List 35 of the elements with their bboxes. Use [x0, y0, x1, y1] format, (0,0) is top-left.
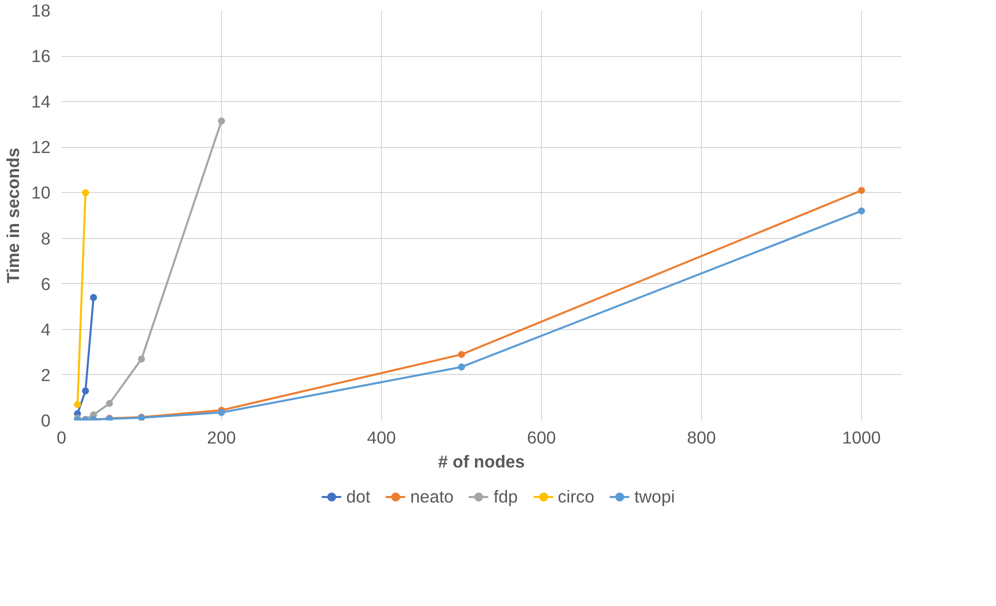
legend-label: fdp — [494, 486, 518, 507]
y-tick-label: 6 — [40, 274, 51, 294]
point — [106, 400, 113, 407]
x-tick-label: 1000 — [842, 428, 881, 448]
point — [218, 117, 225, 124]
legend-label: circo — [558, 486, 594, 507]
point — [82, 189, 89, 196]
y-tick-label: 18 — [31, 0, 51, 20]
legend-label: neato — [410, 486, 454, 507]
y-tick-label: 14 — [31, 92, 51, 112]
legend-label: twopi — [634, 486, 675, 507]
point — [218, 409, 225, 416]
x-tick-label: 400 — [367, 428, 396, 448]
y-tick-label: 0 — [40, 410, 51, 430]
point — [138, 356, 145, 362]
point — [458, 363, 465, 370]
x-tick-label: 200 — [207, 428, 236, 448]
x-tick-label: 800 — [687, 428, 716, 448]
x-tick-label: 0 — [56, 428, 66, 448]
x-tick-label: 600 — [527, 428, 556, 448]
legend-label: dot — [346, 486, 370, 507]
y-tick-label: 8 — [40, 228, 51, 248]
y-axis-title: Time in seconds — [3, 148, 24, 284]
y-tick-label: 4 — [40, 319, 51, 340]
point — [458, 350, 465, 358]
point — [858, 207, 865, 214]
x-axis-title: # of nodes — [438, 452, 525, 472]
point — [82, 387, 89, 394]
y-tick-label: 10 — [31, 182, 51, 203]
point — [74, 401, 81, 408]
point — [858, 186, 865, 194]
point — [90, 294, 97, 301]
y-tick-label: 12 — [31, 137, 51, 158]
y-tick-label: 2 — [40, 364, 51, 385]
y-tick-label: 16 — [31, 46, 51, 66]
